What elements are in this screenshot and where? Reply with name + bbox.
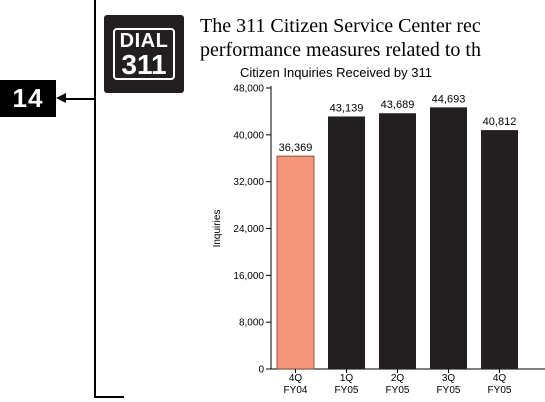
intro-line-1: The 311 Citizen Service Center rec <box>200 15 481 37</box>
data-label: 43,139 <box>330 102 364 114</box>
x-tick-label: 1Q <box>340 373 354 384</box>
bar <box>328 116 365 369</box>
x-tick-label: 4Q <box>289 373 303 384</box>
logo-line-2: 311 <box>121 49 167 80</box>
intro-line-2: performance measures related to th <box>200 39 481 61</box>
y-tick-label: 24,000 <box>233 224 264 235</box>
section-bracket-line <box>94 0 96 398</box>
bar <box>379 113 416 370</box>
section-bracket-foot <box>94 396 124 398</box>
data-label: 36,369 <box>279 142 313 154</box>
x-tick-label-year: FY05 <box>437 385 461 396</box>
y-tick-label: 32,000 <box>233 177 264 188</box>
y-tick-label: 40,000 <box>233 130 264 141</box>
bar <box>481 130 518 369</box>
x-tick-label-year: FY05 <box>488 385 512 396</box>
arrow-left-icon <box>64 97 94 100</box>
logo-line-1: DIAL <box>119 30 169 52</box>
y-tick-label: 8,000 <box>239 318 264 329</box>
y-axis-label: Inquiries <box>212 210 223 248</box>
page-number-badge: 14 <box>0 80 56 117</box>
x-tick-label-year: FY05 <box>335 385 359 396</box>
chart-title: Citizen Inquiries Received by 311 <box>240 65 432 80</box>
bar <box>276 155 315 370</box>
y-tick-label: 0 <box>258 365 264 376</box>
data-label: 40,812 <box>483 116 517 128</box>
data-label: 44,693 <box>432 93 466 105</box>
y-tick-label: 16,000 <box>233 271 264 282</box>
x-tick-label: 2Q <box>391 373 405 384</box>
x-tick-label: 4Q <box>493 373 507 384</box>
x-tick-label-year: FY05 <box>386 385 410 396</box>
arrow-head-icon <box>56 93 66 103</box>
bar <box>430 107 467 369</box>
dial-311-logo: DIAL 311 <box>104 15 184 93</box>
y-tick-label: 48,000 <box>233 84 264 95</box>
x-tick-label-year: FY04 <box>284 385 308 396</box>
logo-frame: DIAL 311 <box>112 28 176 80</box>
x-tick-label: 3Q <box>442 373 456 384</box>
intro-paragraph: The 311 Citizen Service Center rec perfo… <box>200 14 545 62</box>
data-label: 43,689 <box>381 99 415 111</box>
